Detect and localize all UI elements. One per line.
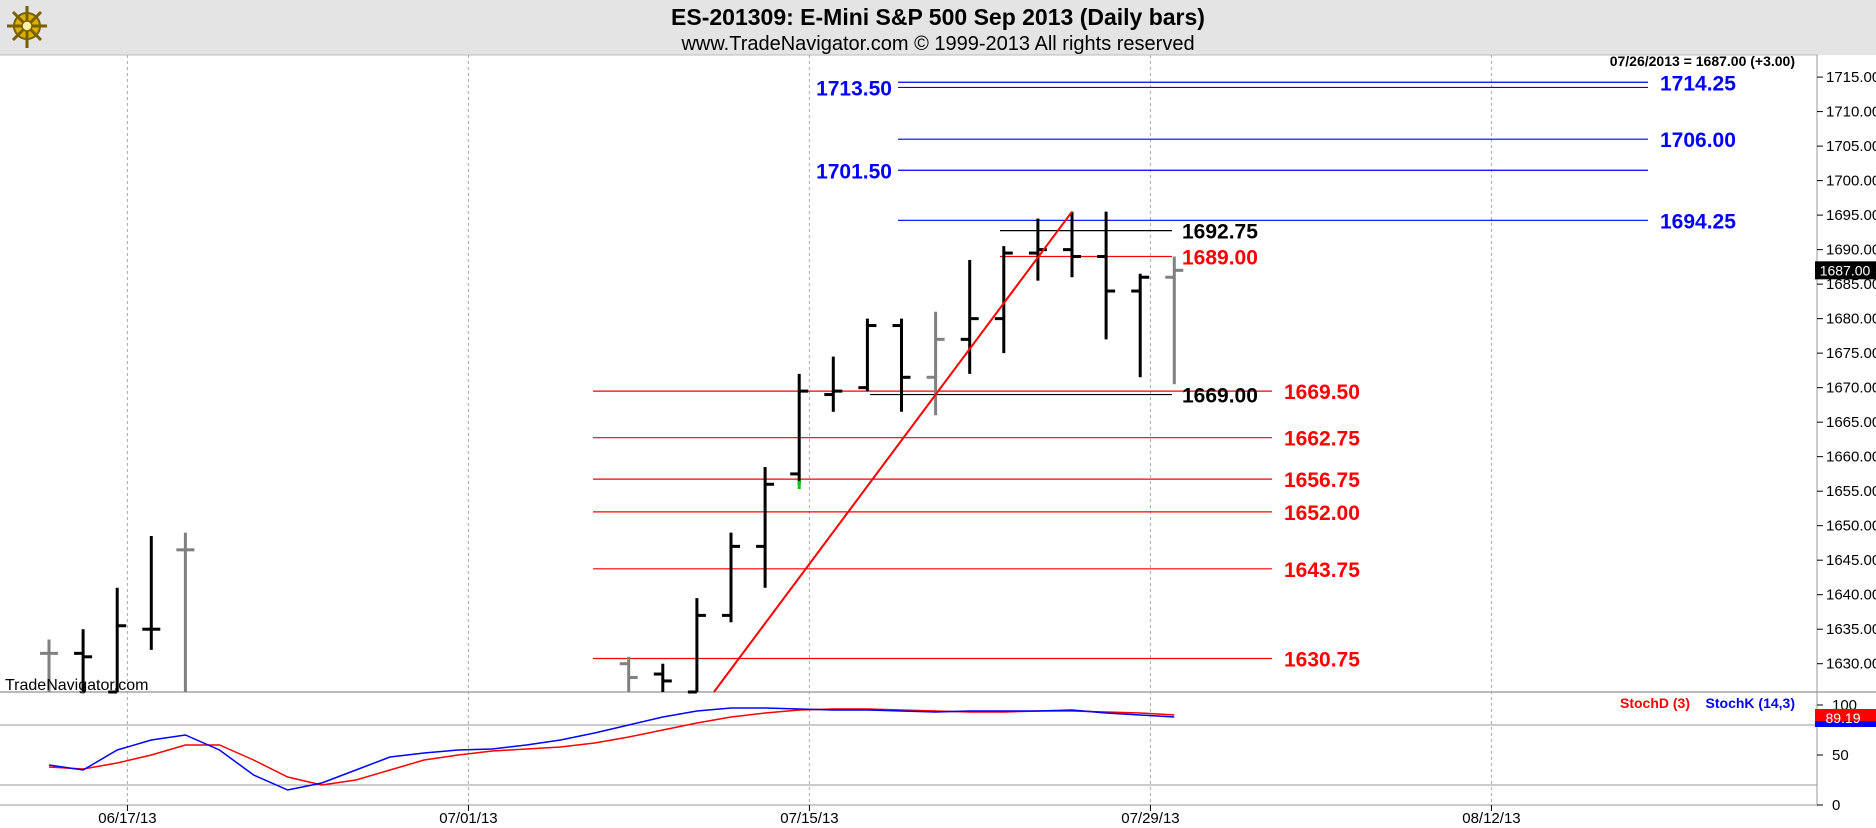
level-label: 1652.00 bbox=[1284, 502, 1360, 525]
watermark: TradeNavigator.com bbox=[5, 677, 148, 694]
ohlc-bar bbox=[722, 532, 740, 623]
ohlc-bar bbox=[653, 663, 672, 692]
level-label: 1630.75 bbox=[1284, 649, 1360, 672]
stoch-k-line bbox=[48, 707, 1175, 791]
ohlc-bar bbox=[1097, 211, 1116, 340]
legend-stoch-d: StochD (3) bbox=[1620, 695, 1690, 711]
price-tick-label: 1650.00 bbox=[1826, 518, 1876, 535]
last-quote-label: 07/26/2013 = 1687.00 (+3.00) bbox=[1610, 53, 1795, 69]
level-lines: 1714.25 1713.50 1706.00 1701.50 1694.25 1692.… bbox=[593, 72, 1736, 672]
ohlc-bar bbox=[1131, 273, 1150, 378]
price-tick-label: 1680.00 bbox=[1826, 311, 1876, 328]
price-tick-label: 1675.00 bbox=[1826, 345, 1876, 362]
level-label: 1692.75 bbox=[1182, 221, 1258, 244]
date-tick-label: 06/17/13 bbox=[98, 810, 156, 827]
ohlc-bar bbox=[176, 532, 195, 692]
ohlc-bar bbox=[687, 598, 706, 694]
chart-title: ES-201309: E-Mini S&P 500 Sep 2013 (Dail… bbox=[671, 4, 1205, 30]
price-bars bbox=[40, 211, 1184, 694]
trendline-layer bbox=[713, 211, 1073, 693]
price-tick-label: 1705.00 bbox=[1826, 138, 1876, 155]
ohlc-bar bbox=[892, 318, 911, 412]
ohlc-bar bbox=[619, 656, 638, 692]
stoch-d-line bbox=[48, 708, 1175, 786]
ohlc-bar bbox=[960, 259, 979, 374]
level-label: 1662.75 bbox=[1284, 428, 1360, 451]
level-label: 1713.50 bbox=[816, 77, 892, 100]
ohlc-bar bbox=[142, 536, 161, 650]
price-tick-label: 1700.00 bbox=[1826, 173, 1876, 190]
ohlc-bar bbox=[108, 587, 127, 694]
date-tick-label: 08/12/13 bbox=[1462, 810, 1520, 827]
price-tick-label: 1630.00 bbox=[1826, 656, 1876, 673]
date-tick-label: 07/15/13 bbox=[780, 810, 838, 827]
trendline bbox=[713, 211, 1073, 693]
level-label: 1689.00 bbox=[1182, 247, 1258, 270]
stoch-panel-bg bbox=[0, 692, 1818, 828]
price-tick-label: 1690.00 bbox=[1826, 242, 1876, 259]
price-tick-label: 1685.00 bbox=[1826, 276, 1876, 293]
level-label: 1694.25 bbox=[1660, 210, 1736, 233]
header-band bbox=[0, 0, 1876, 55]
grid bbox=[126, 55, 1492, 805]
level-label: 1706.00 bbox=[1660, 129, 1736, 152]
chart-subtitle: www.TradeNavigator.com © 1999-2013 All r… bbox=[680, 33, 1194, 55]
price-tick-label: 1640.00 bbox=[1826, 587, 1876, 604]
legend-stoch-k: StochK (14,3) bbox=[1706, 695, 1795, 711]
price-tick-label: 1695.00 bbox=[1826, 207, 1876, 224]
price-tick-label: 1710.00 bbox=[1826, 104, 1876, 121]
ohlc-bar bbox=[74, 629, 93, 692]
level-label: 1701.50 bbox=[816, 160, 892, 183]
price-tick-label: 1645.00 bbox=[1826, 552, 1876, 569]
ohlc-bar bbox=[40, 639, 58, 692]
stoch-value-box-k bbox=[1815, 721, 1876, 727]
price-tick-label: 1670.00 bbox=[1826, 380, 1876, 397]
date-tick-label: 07/29/13 bbox=[1121, 810, 1179, 827]
level-label: 1714.25 bbox=[1660, 72, 1736, 95]
ohlc-bar bbox=[994, 246, 1013, 354]
ohlc-bar bbox=[1165, 256, 1184, 385]
last-price-box bbox=[1815, 261, 1876, 280]
price-tick-label: 1635.00 bbox=[1826, 621, 1876, 638]
level-label: 1643.75 bbox=[1284, 559, 1360, 582]
ohlc-bar bbox=[1028, 218, 1047, 281]
trade-navigator-logo[interactable] bbox=[7, 6, 47, 48]
level-label: 1656.75 bbox=[1284, 469, 1360, 492]
price-axis: 1715.00 1710.00 1705.00 1700.00 1695.00 1690.… bbox=[1817, 69, 1876, 673]
ohlc-bar bbox=[926, 311, 945, 416]
price-tick-label: 1665.00 bbox=[1826, 414, 1876, 431]
ohlc-bar bbox=[756, 467, 775, 588]
stoch-value-text: 89.19 bbox=[1825, 710, 1860, 726]
stoch-tick-label: 0 bbox=[1832, 797, 1840, 814]
date-tick-label: 07/01/13 bbox=[439, 810, 497, 827]
ohlc-bar bbox=[790, 373, 809, 485]
level-label: 1669.00 bbox=[1182, 385, 1258, 408]
ohlc-bar bbox=[858, 318, 877, 392]
last-price-text: 1687.00 bbox=[1820, 262, 1871, 278]
price-tick-label: 1655.00 bbox=[1826, 483, 1876, 500]
stoch-tick-label: 50 bbox=[1832, 747, 1849, 764]
price-tick-label: 1660.00 bbox=[1826, 449, 1876, 466]
date-axis: 06/17/13 07/01/13 07/15/13 07/29/13 08/12/13 bbox=[98, 805, 1521, 827]
level-label: 1669.50 bbox=[1284, 381, 1360, 404]
ohlc-bar bbox=[1063, 211, 1081, 278]
ohlc-bar bbox=[824, 356, 843, 412]
price-tick-label: 1715.00 bbox=[1826, 69, 1876, 86]
